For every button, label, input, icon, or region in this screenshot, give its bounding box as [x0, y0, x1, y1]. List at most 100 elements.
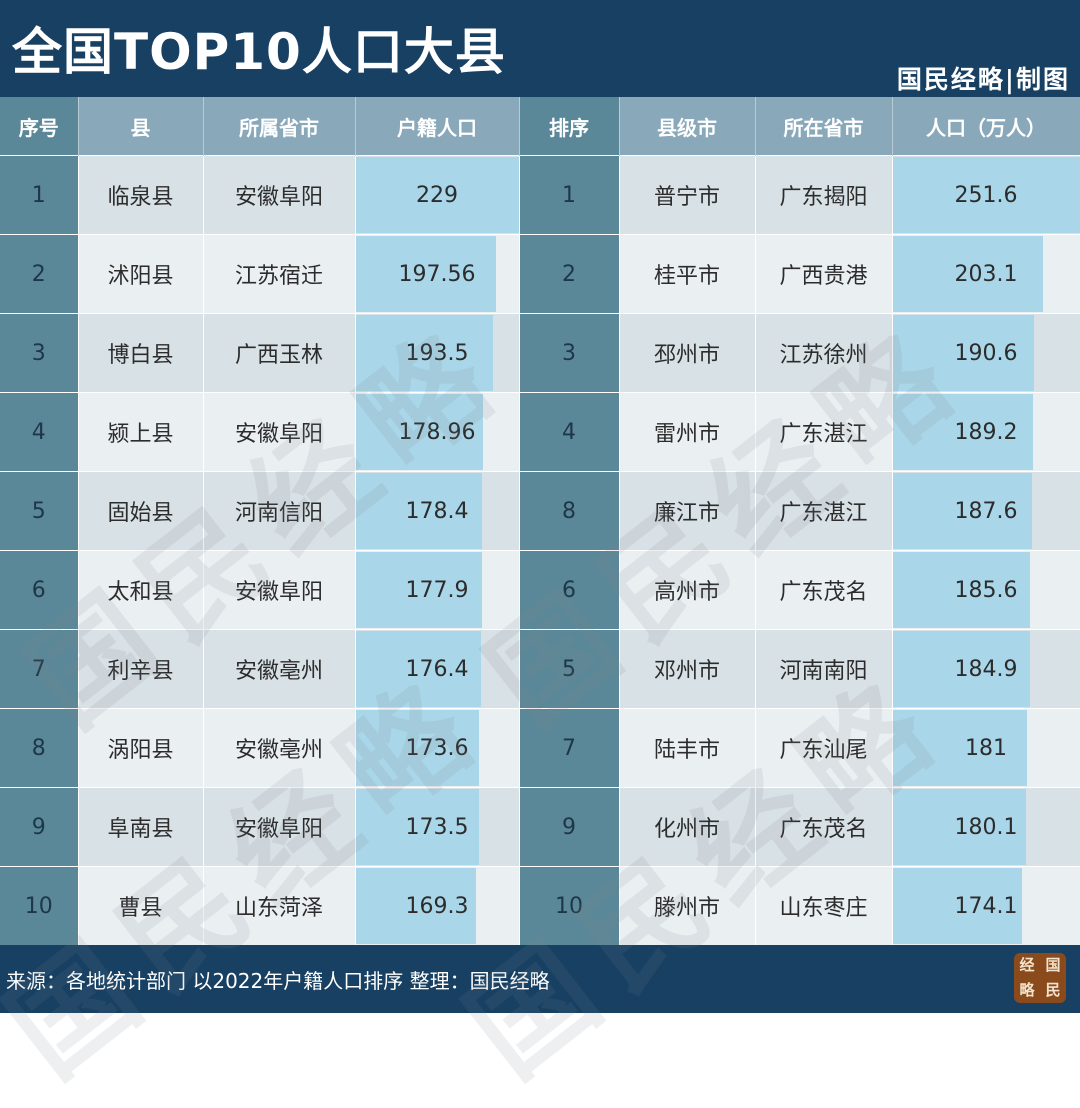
cell-value: 高州市: [653, 580, 720, 605]
cell-value: 8: [31, 735, 46, 761]
rank-cell: 1: [0, 155, 79, 235]
cell-value: 2: [562, 261, 576, 287]
population-bar: [355, 473, 483, 549]
name-cell: 颍上县: [78, 392, 204, 472]
cell-value: 雷州市: [653, 422, 720, 447]
province-cell: 安徽阜阳: [203, 392, 356, 472]
population-cell: 169.3: [355, 866, 520, 945]
province-cell: 广西贵港: [755, 234, 893, 314]
cell-value: 4: [31, 419, 46, 445]
cell-value: 山东枣庄: [779, 896, 868, 921]
population-table: 序号 县 所属省市 户籍人口 排序 县级市 所在省市 人口（万人） 1 临泉县 安徽…: [0, 97, 1080, 945]
rank-cell: 9: [0, 787, 79, 867]
table-row: 3 博白县 广西玉林 193.5 3 邳州市 江苏徐州 190.6: [0, 313, 1080, 393]
cell-value: 广东茂名: [779, 817, 868, 842]
province-cell: 山东菏泽: [203, 866, 356, 945]
province-cell: 广东湛江: [755, 471, 893, 551]
population-cell: 189.2: [892, 392, 1080, 472]
seal-char: 略: [1019, 981, 1035, 999]
cell-value: 187.6: [954, 498, 1018, 524]
cell-value: 3: [562, 340, 576, 366]
cell-value: 185.6: [954, 577, 1018, 603]
population-bar: [355, 710, 480, 786]
cell-value: 5: [562, 656, 576, 682]
population-cell: 173.6: [355, 708, 520, 788]
cell-value: 安徽阜阳: [234, 422, 323, 447]
rank-cell: 3: [519, 313, 620, 393]
table-row: 1 临泉县 安徽阜阳 229 1 普宁市 广东揭阳 251.6: [0, 155, 1080, 235]
population-cell: 229: [355, 155, 520, 235]
cell-value: 滕州市: [653, 896, 720, 921]
col-header-county: 县: [78, 97, 204, 156]
cell-value: 陆丰市: [653, 738, 720, 763]
cell-value: 颍上县: [107, 422, 174, 447]
cell-value: 169.3: [405, 893, 469, 919]
province-cell: 广东湛江: [755, 392, 893, 472]
name-cell: 阜南县: [78, 787, 204, 867]
seal-char: 民: [1045, 981, 1061, 999]
rank-cell: 9: [519, 787, 620, 867]
name-cell: 高州市: [619, 550, 756, 630]
cell-value: 廉江市: [653, 501, 720, 526]
cell-value: 189.2: [954, 419, 1018, 445]
cell-value: 安徽阜阳: [234, 580, 323, 605]
province-cell: 安徽阜阳: [203, 550, 356, 630]
cell-value: 197.56: [398, 261, 476, 287]
cell-value: 广东揭阳: [779, 185, 868, 210]
cell-value: 安徽亳州: [234, 659, 323, 684]
name-cell: 涡阳县: [78, 708, 204, 788]
cell-value: 广西玉林: [234, 343, 323, 368]
cell-value: 9: [562, 814, 576, 840]
population-cell: 187.6: [892, 471, 1080, 551]
population-bar: [892, 473, 1032, 549]
name-cell: 邓州市: [619, 629, 756, 709]
population-cell: 193.5: [355, 313, 520, 393]
rank-cell: 1: [519, 155, 620, 235]
cell-value: 广东湛江: [779, 422, 868, 447]
population-cell: 178.4: [355, 471, 520, 551]
cell-value: 251.6: [954, 182, 1018, 208]
cell-value: 5: [31, 498, 46, 524]
province-cell: 广东茂名: [755, 787, 893, 867]
table-row: 4 颍上县 安徽阜阳 178.96 4 雷州市 广东湛江 189.2: [0, 392, 1080, 472]
cell-value: 10: [555, 893, 583, 919]
col-header-rank: 排序: [519, 97, 620, 156]
cell-value: 邓州市: [653, 659, 720, 684]
population-cell: 174.1: [892, 866, 1080, 945]
cell-value: 安徽阜阳: [234, 817, 323, 842]
cell-value: 广东茂名: [779, 580, 868, 605]
name-cell: 廉江市: [619, 471, 756, 551]
province-cell: 广西玉林: [203, 313, 356, 393]
brand-seal: 经 国 略 民: [1014, 953, 1066, 1003]
cell-value: 利辛县: [107, 659, 174, 684]
rank-cell: 5: [519, 629, 620, 709]
rank-cell: 7: [519, 708, 620, 788]
cell-value: 阜南县: [107, 817, 174, 842]
cell-value: 177.9: [405, 577, 469, 603]
cell-value: 江苏宿迁: [234, 264, 323, 289]
population-cell: 181: [892, 708, 1080, 788]
population-bar: [892, 710, 1028, 786]
name-cell: 雷州市: [619, 392, 756, 472]
province-cell: 广东茂名: [755, 550, 893, 630]
rank-cell: 5: [0, 471, 79, 551]
population-cell: 184.9: [892, 629, 1080, 709]
population-cell: 178.96: [355, 392, 520, 472]
cell-value: 涡阳县: [107, 738, 174, 763]
cell-value: 6: [31, 577, 46, 603]
cell-value: 博白县: [107, 343, 174, 368]
cell-value: 8: [562, 498, 576, 524]
population-bar: [355, 552, 483, 628]
cell-value: 193.5: [405, 340, 469, 366]
cell-value: 176.4: [405, 656, 469, 682]
cell-value: 3: [31, 340, 46, 366]
province-cell: 安徽亳州: [203, 708, 356, 788]
rank-cell: 4: [0, 392, 79, 472]
cell-value: 181: [965, 735, 1007, 761]
province-cell: 河南南阳: [755, 629, 893, 709]
cell-value: 安徽阜阳: [234, 185, 323, 210]
name-cell: 滕州市: [619, 866, 756, 945]
cell-value: 178.4: [405, 498, 469, 524]
province-cell: 广东揭阳: [755, 155, 893, 235]
col-header-no: 序号: [0, 97, 79, 156]
